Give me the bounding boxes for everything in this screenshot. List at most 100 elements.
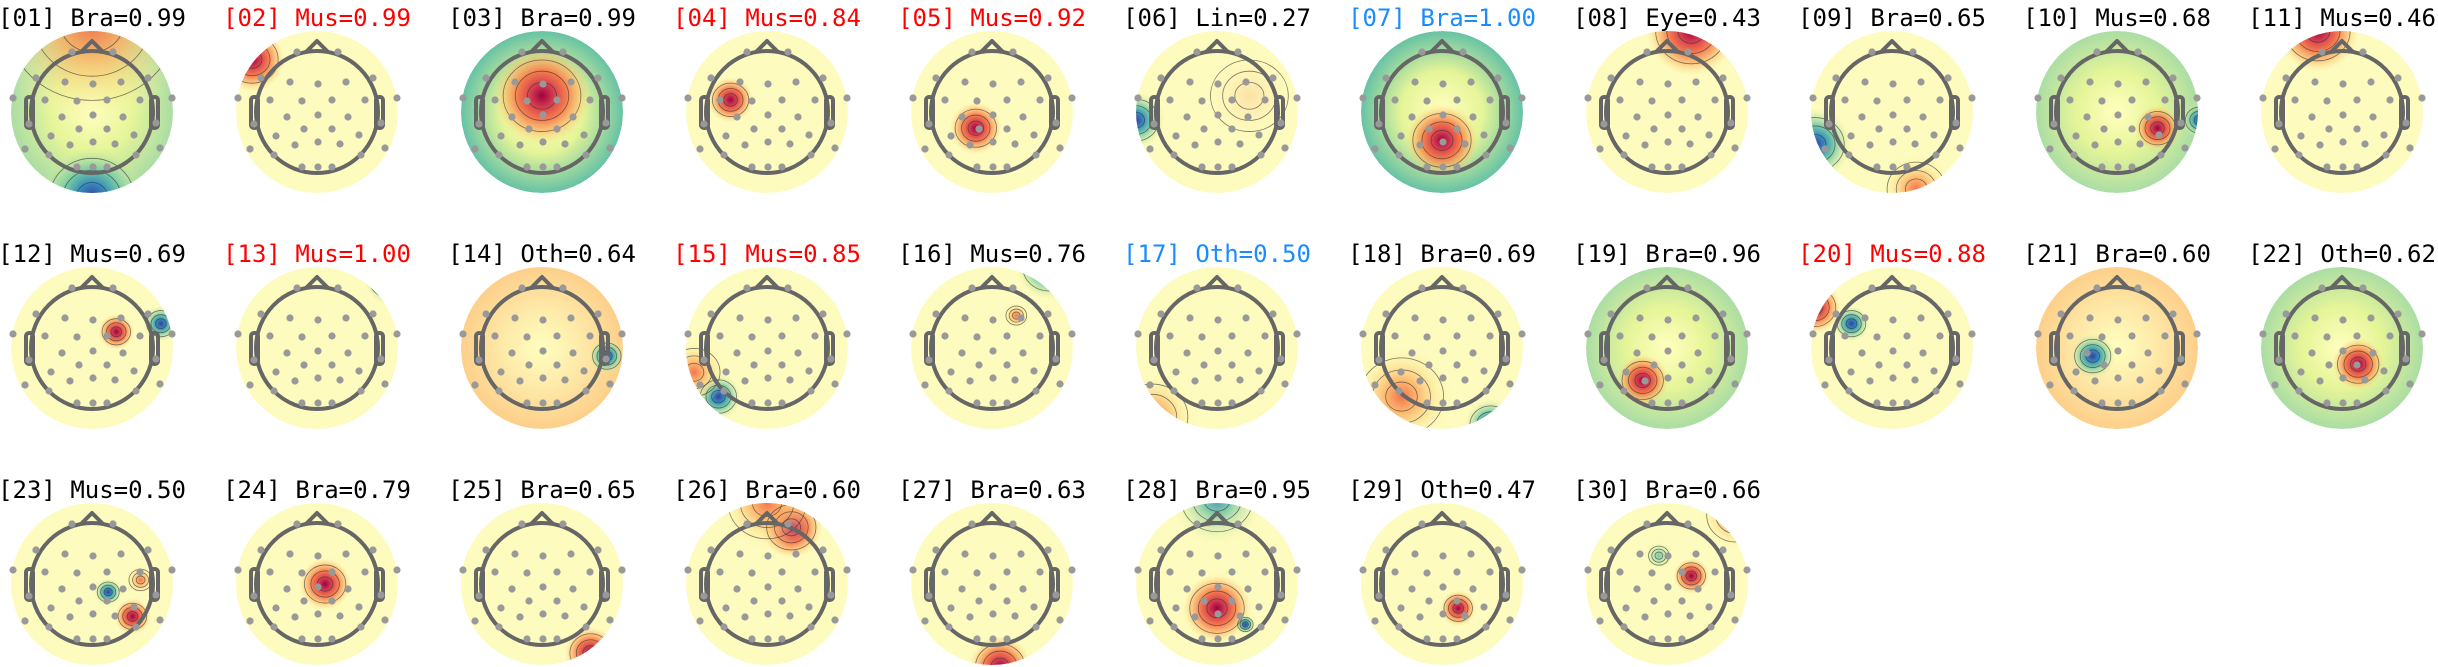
electrode-dot bbox=[1711, 96, 1719, 104]
electrode-dot bbox=[1678, 568, 1686, 576]
electrode-dot bbox=[2034, 94, 2042, 102]
electrode-dot bbox=[778, 361, 786, 369]
head-outline bbox=[474, 511, 610, 647]
electrode-dot bbox=[1711, 568, 1719, 576]
right-ear-icon bbox=[374, 95, 385, 130]
electrode-dot bbox=[553, 597, 561, 605]
electrode-dot bbox=[45, 623, 53, 631]
electrode-dot bbox=[941, 96, 949, 104]
electrode-dot bbox=[144, 74, 152, 82]
electrode-dot bbox=[1584, 94, 1592, 102]
electrode-dot bbox=[66, 377, 74, 385]
electrode-dot bbox=[1719, 74, 1727, 82]
electrode-dot bbox=[1214, 316, 1222, 324]
electrode-dot bbox=[298, 569, 306, 577]
electrode-dot bbox=[459, 330, 467, 338]
topomap bbox=[1584, 31, 1751, 193]
contour-line bbox=[381, 271, 398, 287]
electrode-dot bbox=[1596, 145, 1604, 153]
electrode-dot bbox=[1903, 125, 1911, 133]
electrode-dot bbox=[1030, 603, 1038, 611]
electrode-dot bbox=[523, 97, 531, 105]
component-title: [10] Mus=0.68 bbox=[2023, 4, 2211, 32]
electrode-dot bbox=[827, 591, 835, 599]
electrode-dot bbox=[989, 374, 997, 382]
electrode-dot bbox=[1009, 48, 1017, 56]
electrode-dot bbox=[75, 597, 83, 605]
electrode-dot bbox=[1244, 113, 1252, 121]
electrode-dot bbox=[1236, 376, 1244, 384]
electrode-dot bbox=[1056, 616, 1064, 624]
electrode-dot bbox=[778, 96, 786, 104]
electrode-dot bbox=[1172, 604, 1180, 612]
electrode-dot bbox=[1234, 48, 1242, 56]
electrode-dot bbox=[2418, 330, 2426, 338]
left-ear-icon bbox=[699, 567, 710, 602]
contour-line bbox=[982, 650, 1018, 665]
nose-icon bbox=[2329, 39, 2355, 54]
electrode-dot bbox=[778, 163, 786, 171]
electrode-dot bbox=[1423, 569, 1431, 577]
electrode-dot bbox=[89, 374, 97, 382]
electrode-dot bbox=[103, 96, 111, 104]
component-title: [17] Oth=0.50 bbox=[1123, 240, 1311, 268]
electrode-dot bbox=[966, 377, 974, 385]
electrode-dot bbox=[1868, 48, 1876, 56]
electrode-dot bbox=[9, 94, 17, 102]
electrode-dot bbox=[2308, 113, 2316, 121]
electrode-dot bbox=[743, 48, 751, 56]
electrode-dot bbox=[602, 355, 610, 363]
electrode-dot bbox=[75, 125, 83, 133]
electrode-dot bbox=[156, 380, 164, 388]
electrode-dot bbox=[1453, 635, 1461, 643]
electrode-dot bbox=[567, 314, 575, 322]
electrode-dot bbox=[111, 612, 119, 620]
electrode-dot bbox=[1170, 151, 1178, 159]
electrode-dot bbox=[1411, 314, 1419, 322]
electrode-dot bbox=[594, 546, 602, 554]
electrode-dot bbox=[947, 132, 955, 140]
electrode-dot bbox=[1032, 623, 1040, 631]
electrode-dot bbox=[2114, 399, 2122, 407]
electrode-dot bbox=[553, 635, 561, 643]
electrode-dot bbox=[1453, 163, 1461, 171]
nose-icon bbox=[304, 275, 330, 290]
head-outline bbox=[1149, 511, 1285, 647]
electrode-dot bbox=[1845, 387, 1853, 395]
electrode-dot bbox=[580, 367, 588, 375]
contour-line bbox=[1361, 357, 1445, 429]
contour-line bbox=[1197, 590, 1237, 626]
electrode-dot bbox=[314, 163, 322, 171]
electrode-dot bbox=[968, 48, 976, 56]
electrode-dot bbox=[511, 78, 519, 86]
electrode-dot bbox=[2155, 367, 2163, 375]
electrode-dot bbox=[32, 310, 40, 318]
contour-line bbox=[126, 611, 139, 622]
electrode-dot bbox=[1134, 94, 1142, 102]
electrode-dot bbox=[1459, 284, 1467, 292]
electrode-dot bbox=[966, 141, 974, 149]
electrode-dot bbox=[807, 151, 815, 159]
component-title: [28] Bra=0.95 bbox=[1123, 476, 1311, 504]
electrode-dot bbox=[1866, 141, 1874, 149]
electrode-dot bbox=[2318, 284, 2326, 292]
electrode-dot bbox=[1391, 332, 1399, 340]
nose-icon bbox=[1654, 39, 1680, 54]
electrode-dot bbox=[2142, 78, 2150, 86]
electrode-dot bbox=[921, 617, 929, 625]
electrode-dot bbox=[1277, 119, 1285, 127]
electrode-dot bbox=[2098, 399, 2106, 407]
contour-line bbox=[1421, 121, 1463, 160]
electrode-dot bbox=[778, 635, 786, 643]
electrode-dot bbox=[2136, 376, 2144, 384]
electrode-dot bbox=[1134, 330, 1142, 338]
electrode-dot bbox=[1502, 119, 1510, 127]
electrode-dot bbox=[582, 387, 590, 395]
nose-icon bbox=[79, 39, 105, 54]
electrode-dot bbox=[1482, 623, 1490, 631]
electrode-dot bbox=[132, 623, 140, 631]
electrode-dot bbox=[1858, 113, 1866, 121]
electrode-dot bbox=[328, 332, 336, 340]
electrode-dot bbox=[700, 356, 708, 364]
electrode-dot bbox=[270, 623, 278, 631]
